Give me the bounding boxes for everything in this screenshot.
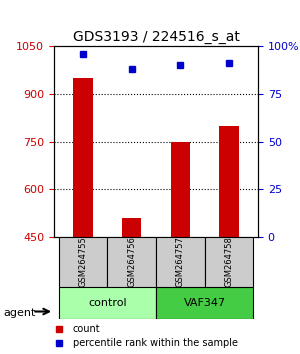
Bar bbox=[122, 218, 141, 237]
Bar bbox=[219, 126, 239, 237]
Title: GDS3193 / 224516_s_at: GDS3193 / 224516_s_at bbox=[73, 30, 239, 44]
FancyBboxPatch shape bbox=[59, 287, 156, 319]
FancyBboxPatch shape bbox=[205, 237, 253, 287]
Text: count: count bbox=[73, 324, 100, 334]
Text: VAF347: VAF347 bbox=[184, 298, 226, 308]
Text: GSM264755: GSM264755 bbox=[79, 236, 88, 287]
Text: agent: agent bbox=[3, 308, 35, 318]
FancyBboxPatch shape bbox=[107, 237, 156, 287]
FancyBboxPatch shape bbox=[156, 237, 205, 287]
Text: GSM264757: GSM264757 bbox=[176, 236, 185, 287]
Text: GSM264756: GSM264756 bbox=[127, 236, 136, 287]
FancyBboxPatch shape bbox=[156, 287, 253, 319]
Bar bbox=[171, 142, 190, 237]
FancyBboxPatch shape bbox=[59, 237, 107, 287]
Bar bbox=[74, 78, 93, 237]
Text: control: control bbox=[88, 298, 127, 308]
Text: GSM264758: GSM264758 bbox=[224, 236, 233, 287]
Text: percentile rank within the sample: percentile rank within the sample bbox=[73, 338, 238, 348]
